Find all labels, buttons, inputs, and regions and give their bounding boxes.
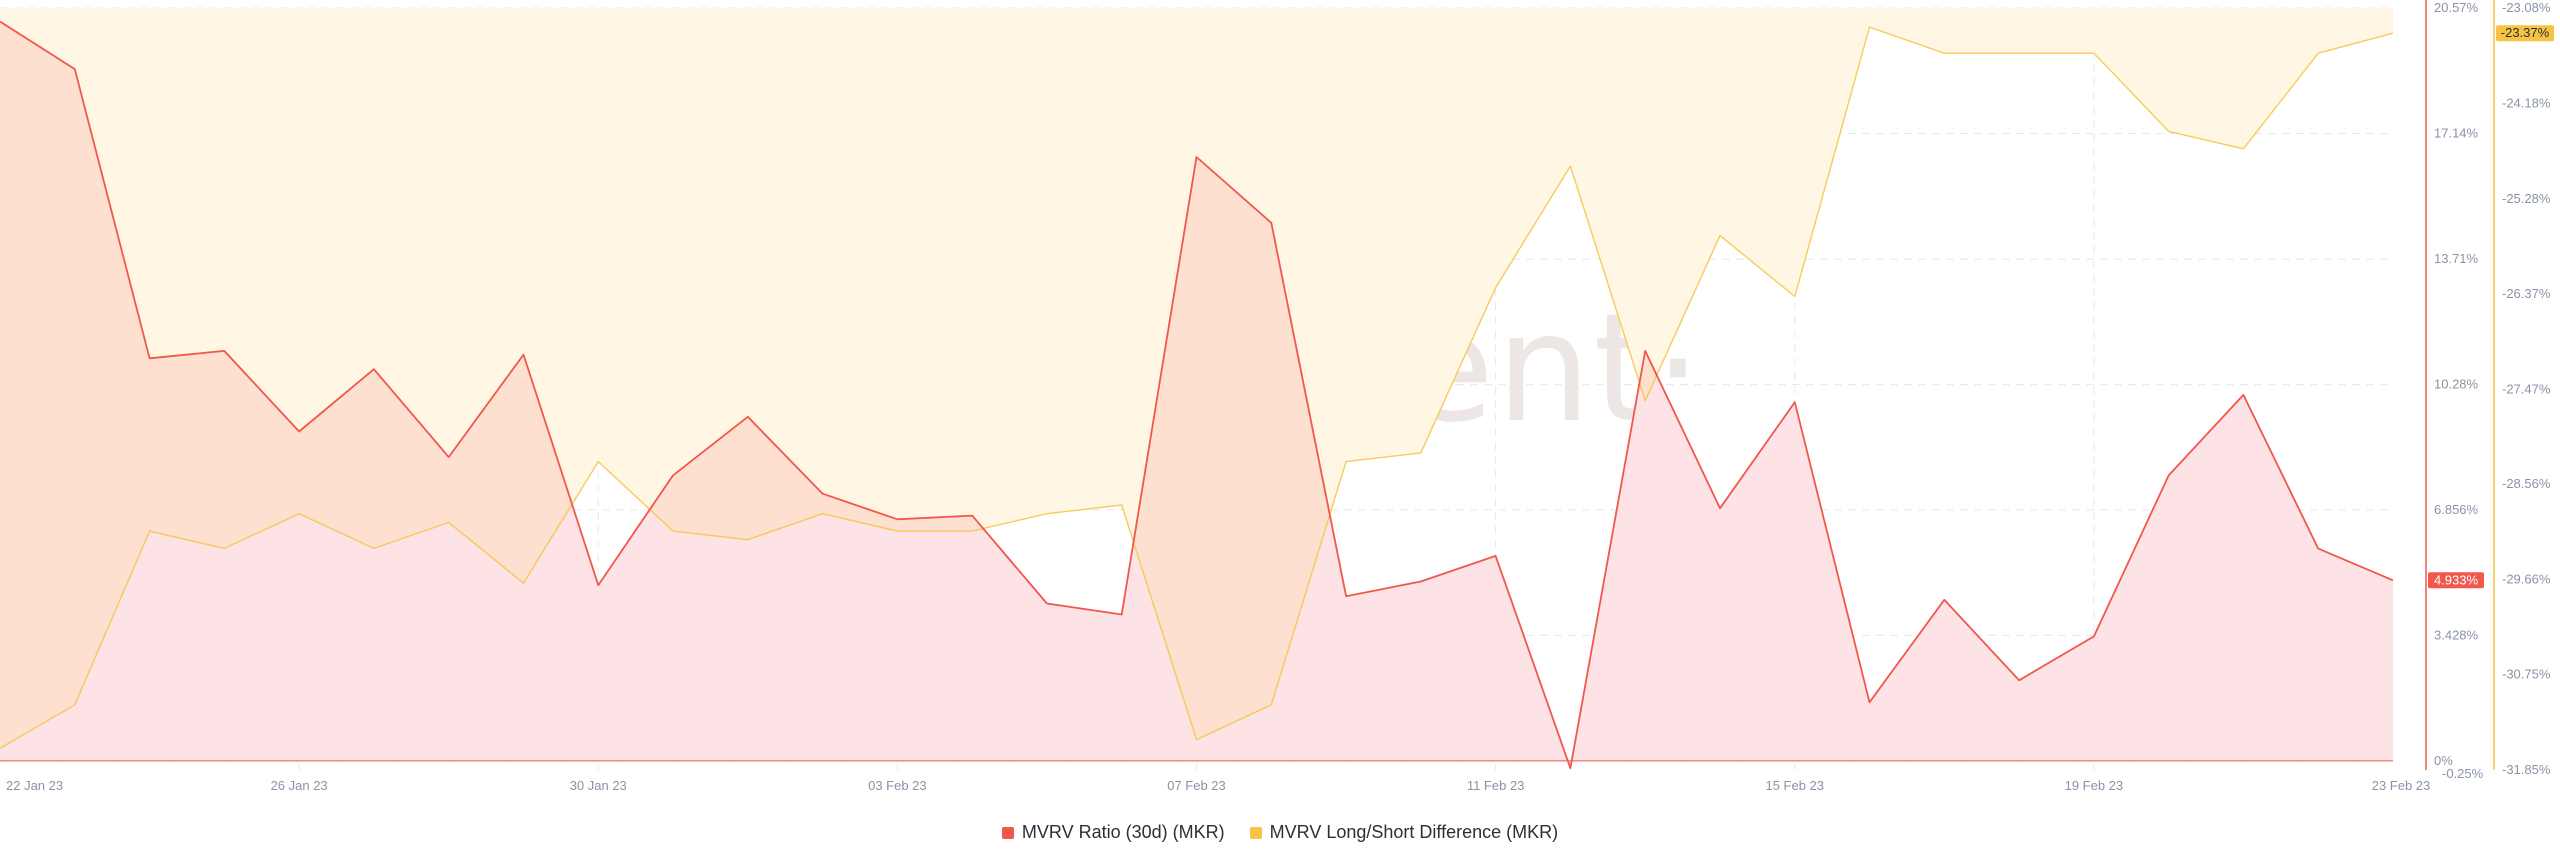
left-axis-tick-label: 13.71%: [2434, 251, 2479, 266]
legend-swatch-ls: [1249, 826, 1262, 839]
x-axis-tick-label: 15 Feb 23: [1765, 778, 1824, 793]
legend-item-mvrv[interactable]: MVRV Ratio (30d) (MKR): [1001, 822, 1225, 843]
left-axis-tick-label: 3.428%: [2434, 627, 2479, 642]
mvrv-current-value: 4.933%: [2434, 572, 2479, 587]
legend-label-mvrv: MVRV Ratio (30d) (MKR): [1021, 822, 1225, 842]
x-axis-tick-label: 22 Jan 23: [6, 778, 63, 793]
legend-item-ls[interactable]: MVRV Long/Short Difference (MKR): [1249, 822, 1559, 843]
legend-label-ls: MVRV Long/Short Difference (MKR): [1269, 822, 1559, 842]
x-axis-tick-label: 30 Jan 23: [570, 778, 627, 793]
x-axis-tick-label: 19 Feb 23: [2065, 778, 2124, 793]
plot-areas: [0, 8, 2394, 770]
left-axis-tick-label: 0%: [2434, 753, 2453, 768]
left-axis-tick-label: 20.57%: [2434, 0, 2479, 15]
left-axis-tick-label: 10.28%: [2434, 377, 2479, 392]
legend: MVRV Ratio (30d) (MKR) MVRV Long/Short D…: [0, 822, 2560, 844]
axes: 20.57% 17.14% 13.71% 10.28% 6.856% 3.428% 0%-0…: [2425, 0, 2554, 781]
right-axis-tick-label: -29.66%: [2502, 572, 2551, 587]
right-axis-tick-label: -24.18%: [2502, 96, 2551, 111]
left-axis-tick-label: 17.14%: [2434, 126, 2479, 141]
x-axis-tick-label: 23 Feb 23: [2372, 778, 2431, 793]
right-axis-tick-label: -28.56%: [2502, 476, 2551, 491]
legend-swatch-mvrv: [1001, 826, 1014, 839]
right-axis-tick-label: -25.28%: [2502, 191, 2551, 206]
right-axis-tick-label: -31.85%: [2502, 762, 2551, 777]
x-axis-tick-label: 11 Feb 23: [1467, 778, 1525, 793]
right-axis-tick-label: -27.47%: [2502, 381, 2551, 396]
right-axis-tick-label: -23.08%: [2502, 0, 2551, 15]
left-axis-tick-label: 6.856%: [2434, 502, 2479, 517]
chart: ·santiment· 20.57%17.14%13.71%10.28%6.85…: [0, 0, 2554, 793]
x-axis-tick-label: 26 Jan 23: [271, 778, 328, 793]
ls-line[interactable]: [0, 26, 2394, 749]
x-axis-ticks: 22 Jan 23 26 Jan 23 30 Jan 23 03 Feb 23 07 F…: [6, 778, 2430, 793]
mvrv-current-badge: [2428, 572, 2484, 589]
ls-current-badge: [2496, 25, 2554, 42]
x-axis-tick-label: 03 Feb 23: [868, 778, 927, 793]
mvrv-line[interactable]: [0, 20, 2394, 770]
right-axis-tick-label: -26.37%: [2502, 286, 2551, 301]
left-axis-tick-label: -0.25%: [2442, 766, 2484, 781]
x-axis-tick-label: 07 Feb 23: [1167, 778, 1226, 793]
right-axis-tick-label: -30.75%: [2502, 666, 2551, 681]
ls-current-value: -23.37%: [2501, 25, 2550, 40]
